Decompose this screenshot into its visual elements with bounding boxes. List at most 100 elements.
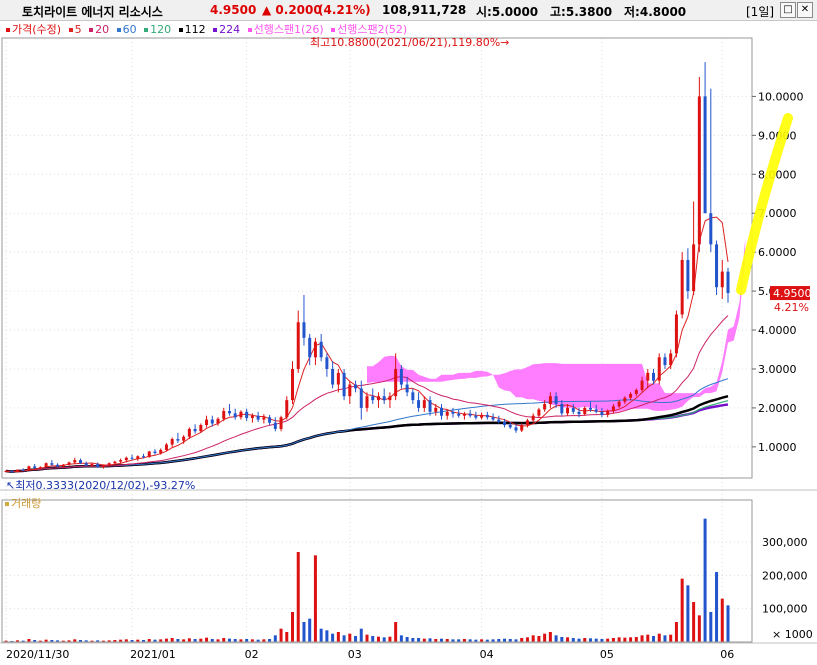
last-price-pct: 4.21% (774, 301, 809, 314)
candle-body (4, 470, 8, 472)
candle-body (38, 467, 42, 469)
volume-bar (176, 639, 180, 642)
volume-bar (336, 632, 340, 642)
volume-bar (113, 640, 117, 642)
date-tick-label: 03 (348, 648, 362, 661)
candle-body (61, 464, 65, 467)
date-tick-label: 05 (600, 648, 614, 661)
price-tick-label: 2.0000 (758, 402, 797, 415)
candle-body (485, 414, 489, 418)
date-tick-label: 06 (720, 648, 734, 661)
candle-body (537, 409, 541, 416)
candle-body (245, 411, 249, 419)
candle-body (239, 411, 243, 418)
candle-body (84, 463, 88, 466)
last-price-label: 4.9500 (773, 287, 812, 300)
candle-body (279, 417, 283, 429)
maximize-button[interactable]: □ (780, 2, 796, 18)
volume-bar (187, 638, 191, 642)
volume-bar (560, 637, 564, 642)
price-tick-label: 3.0000 (758, 363, 797, 376)
legend-ma224: 224 (213, 23, 240, 36)
volume-bar (216, 639, 220, 642)
open-price: 시:5.0000 (476, 5, 539, 19)
last-price-box (770, 286, 810, 301)
volume-bar (451, 639, 455, 642)
candle-body (376, 396, 380, 401)
volume-bar (291, 612, 295, 642)
candle-body (388, 396, 392, 401)
legend-ma60: 60 (116, 23, 137, 36)
volume-bar (302, 622, 306, 642)
stock-name: 토치라이트 에너지 리소시스 (22, 5, 163, 19)
candle-body (227, 411, 231, 414)
candle-body (646, 372, 650, 381)
period-selector[interactable]: [1일] (746, 5, 775, 19)
candle-body (285, 400, 289, 418)
candle-body (554, 396, 558, 405)
volume-bar (583, 638, 587, 642)
volume-bar (674, 622, 678, 642)
candle-body (394, 368, 398, 397)
volume-bar (279, 628, 283, 642)
candle-body (503, 421, 507, 426)
candle-body (10, 470, 14, 473)
candle-body (508, 425, 512, 428)
candle-body (543, 404, 547, 410)
candle-body (268, 417, 272, 423)
volume-tick-label: 200,000 (762, 569, 808, 582)
legend-span1: 선행스팬1(26) (247, 23, 324, 36)
candle-body (67, 462, 71, 465)
highlight-marker (736, 113, 793, 295)
candle-body (193, 428, 197, 432)
candle-body (147, 451, 151, 457)
volume-bar (405, 637, 409, 642)
volume-bar (634, 637, 638, 642)
volume-bar (428, 638, 432, 642)
candle-body (107, 463, 111, 466)
volume-panel-frame (1, 499, 753, 643)
candle-body (216, 418, 220, 424)
candle-body (439, 407, 443, 416)
candle-body (680, 259, 684, 315)
candle-body (273, 422, 277, 429)
volume-bar (182, 639, 186, 642)
volume-bar (680, 578, 684, 642)
candle-body (634, 390, 638, 394)
low-annotation: ↖최저0.3333(2020/12/02),-93.27% (6, 479, 195, 492)
volume-bars (4, 518, 730, 642)
volume-bar (640, 635, 644, 642)
legend-span2: 선행스팬2(52) (331, 23, 407, 36)
volume-bar (508, 639, 512, 642)
candle-body (96, 463, 100, 468)
close-button[interactable]: ✕ (797, 2, 813, 18)
candle-body (399, 368, 403, 385)
volume-bar (720, 598, 724, 642)
candle-body (428, 400, 432, 412)
volume-tick-label: 100,000 (762, 603, 808, 616)
candle-body (594, 409, 598, 412)
volume-bar (205, 637, 209, 642)
legend-ma112: 112 (178, 23, 206, 36)
candle-body (170, 439, 174, 445)
volume-bar (525, 637, 529, 642)
volume-bar (164, 638, 168, 642)
candle-body (457, 413, 461, 416)
candle-body (623, 397, 627, 402)
volume-bar (514, 639, 518, 642)
volume-bar (245, 639, 249, 642)
candle-body (336, 372, 340, 385)
volume-bar (417, 638, 421, 642)
candle-body (640, 380, 644, 390)
candle-body (434, 407, 438, 412)
candle-body (262, 417, 266, 420)
volume-bar (588, 638, 592, 642)
candle-body (411, 392, 415, 401)
candle-body (657, 357, 661, 381)
volume-bar (600, 639, 604, 642)
volume-bar (38, 640, 42, 642)
candle-body (233, 413, 237, 418)
volume-bar (44, 639, 48, 642)
volume-bar (617, 637, 621, 642)
volume-bar (193, 639, 197, 642)
